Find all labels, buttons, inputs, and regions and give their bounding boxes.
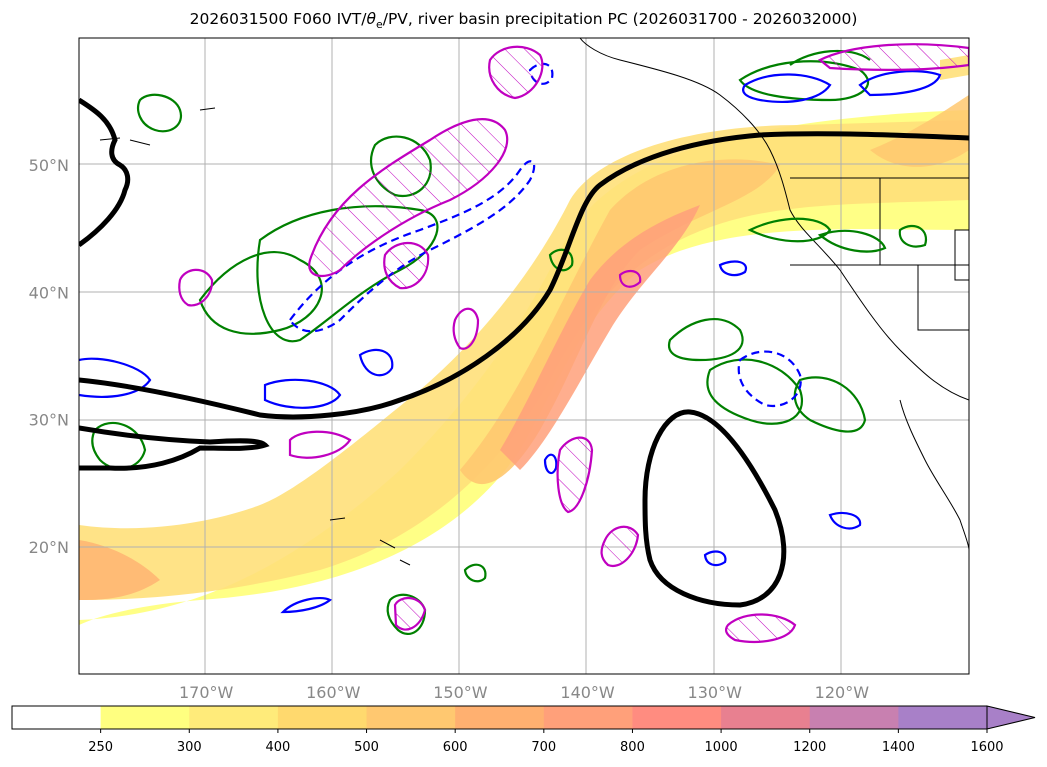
colorbar-segment [721,706,811,729]
colorbar-tick-label: 700 [531,740,556,755]
colorbar-extend-arrow [986,705,1036,730]
lat-tick-label: 20°N [29,538,69,557]
colorbar-segment [809,706,899,729]
pv-blue-contours [79,70,942,614]
lon-tick-label: 140°W [560,683,615,702]
colorbar-tick-label: 1400 [882,740,915,755]
lon-tick-label: 150°W [433,683,488,702]
colorbar-tick-label: 1200 [793,740,826,755]
colorbar-segment [277,706,368,729]
colorbar-tick-label: 1600 [970,740,1003,755]
colorbar-segment [455,706,545,729]
lat-tick-label: 50°N [29,156,69,175]
coastlines [99,38,969,566]
chart-title: 2026031500 F060 IVT/θe/PV, river basin p… [189,10,858,32]
colorbar-tick-label: 250 [88,740,113,755]
lon-tick-label: 130°W [688,683,743,702]
colorbar-tick-label: 400 [265,740,290,755]
colorbar-outline [11,705,987,730]
theta-e-contours [79,97,969,608]
colorbar-segment [366,706,456,729]
colorbar-segment [543,706,633,729]
colorbar-tick-label: 1000 [705,740,738,755]
colorbar-segment [189,706,279,729]
lat-tick-label: 40°N [29,283,69,302]
lat-tick-label: 30°N [29,411,69,430]
lon-tick-label: 120°W [815,683,870,702]
colorbar-tick-label: 300 [177,740,202,755]
map-plot-area [79,38,969,674]
colorbar-segment [632,706,722,729]
colorbar-tick-label: 800 [620,740,645,755]
lon-tick-label: 160°W [306,683,361,702]
map-frame [78,37,970,675]
colorbar-segment [12,706,102,729]
latitude-labels: 50°N 40°N 30°N 20°N [29,156,69,557]
precip-contours [178,43,969,643]
colorbar-segment [100,706,190,729]
colorbar-segment [898,706,988,729]
colorbar: 250 300 400 500 600 700 800 1000 1200 1400 1600 [11,705,1036,755]
longitude-labels: 170°W 160°W 150°W 140°W 130°W 120°W [179,683,869,702]
lon-tick-label: 170°W [179,683,234,702]
colorbar-tick-label: 500 [354,740,379,755]
colorbar-tick-label: 600 [443,740,468,755]
